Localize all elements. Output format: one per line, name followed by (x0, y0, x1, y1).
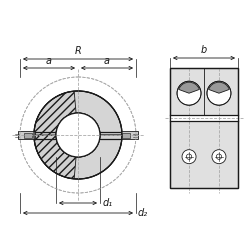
Circle shape (56, 113, 100, 157)
Text: b: b (201, 45, 207, 55)
Bar (18, 131, 35, 139)
Bar (170, 116, 238, 121)
Bar (24, 132, 32, 138)
Bar (170, 68, 238, 188)
Circle shape (216, 154, 222, 159)
Circle shape (207, 81, 231, 105)
Text: d₂: d₂ (138, 208, 148, 218)
Wedge shape (208, 82, 229, 93)
Circle shape (182, 150, 196, 164)
Polygon shape (34, 135, 76, 179)
Bar (122, 132, 130, 138)
Circle shape (177, 81, 201, 105)
Wedge shape (179, 82, 200, 93)
Bar (170, 68, 238, 188)
Text: a: a (46, 56, 52, 66)
Circle shape (56, 113, 100, 157)
Wedge shape (34, 91, 122, 135)
Circle shape (212, 150, 226, 164)
Text: a: a (104, 56, 110, 66)
Wedge shape (34, 135, 122, 179)
Text: d₁: d₁ (103, 198, 113, 208)
Text: R: R (74, 46, 82, 56)
Bar (121, 131, 138, 139)
Polygon shape (34, 91, 76, 135)
Circle shape (186, 154, 192, 159)
